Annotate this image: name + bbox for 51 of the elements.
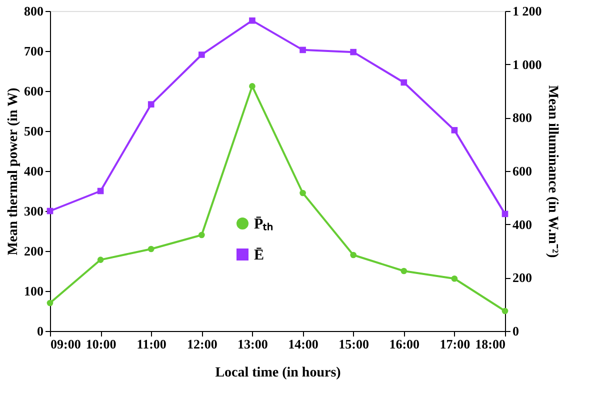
point [249,83,256,90]
legend-label: P̄ₜₕ [254,216,274,232]
point [46,300,54,306]
x-tick-label: 09:00 [50,336,81,352]
x-tick-label: 11:00 [136,336,166,352]
point [350,252,356,258]
x-tick-label: 12:00 [186,336,218,352]
point [300,190,306,196]
y2-tick-label: 600 [512,164,532,178]
point [400,79,408,86]
point [148,246,154,252]
y-tick-label: 300 [24,204,44,218]
y-tick-label: 600 [24,84,44,98]
point [451,275,458,282]
y-tick-label: 0 [37,324,44,338]
y-axis-title: Mean thermal power (in W) [6,87,21,256]
y2-axis-title: Mean illuminance (in W.m⁻²) [544,85,560,258]
x-tick-label: 18:00 [475,336,506,352]
point [97,188,104,194]
point [97,256,104,263]
y2-tick-label: 400 [512,216,532,232]
y2-tick-label: 800 [512,110,532,126]
y2-tick-label: 1 000 [512,56,542,72]
y-tick-label: 700 [24,44,44,58]
x-axis-title: Local time (in hours) [215,366,342,380]
y-tick-label: 400 [24,164,44,178]
x-tick-label: 13:00 [238,336,268,352]
y-tick-label: 800 [24,4,44,18]
x-tick-label: 16:00 [389,336,420,352]
y2-tick-label: 200 [512,270,532,286]
x-tick-label: 17:00 [440,336,470,352]
point [148,101,154,108]
point [198,52,205,58]
point [400,268,408,274]
x-tick-label: 10:00 [86,336,116,352]
point [249,17,256,24]
x-tick-label: 15:00 [338,336,370,352]
y2-tick-label: 0 [512,324,519,338]
point [198,232,205,238]
y2-tick-label: 1 200 [512,4,542,18]
y-tick-label: 100 [24,284,44,298]
point [300,46,306,54]
point [46,208,54,214]
x-tick-label: 14:00 [288,336,318,352]
point [502,210,508,218]
y-tick-label: 200 [24,244,44,258]
point [451,127,458,134]
point [350,48,356,56]
legend-label: Ē [254,248,264,264]
y-tick-label: 500 [24,124,44,138]
point [502,308,508,314]
